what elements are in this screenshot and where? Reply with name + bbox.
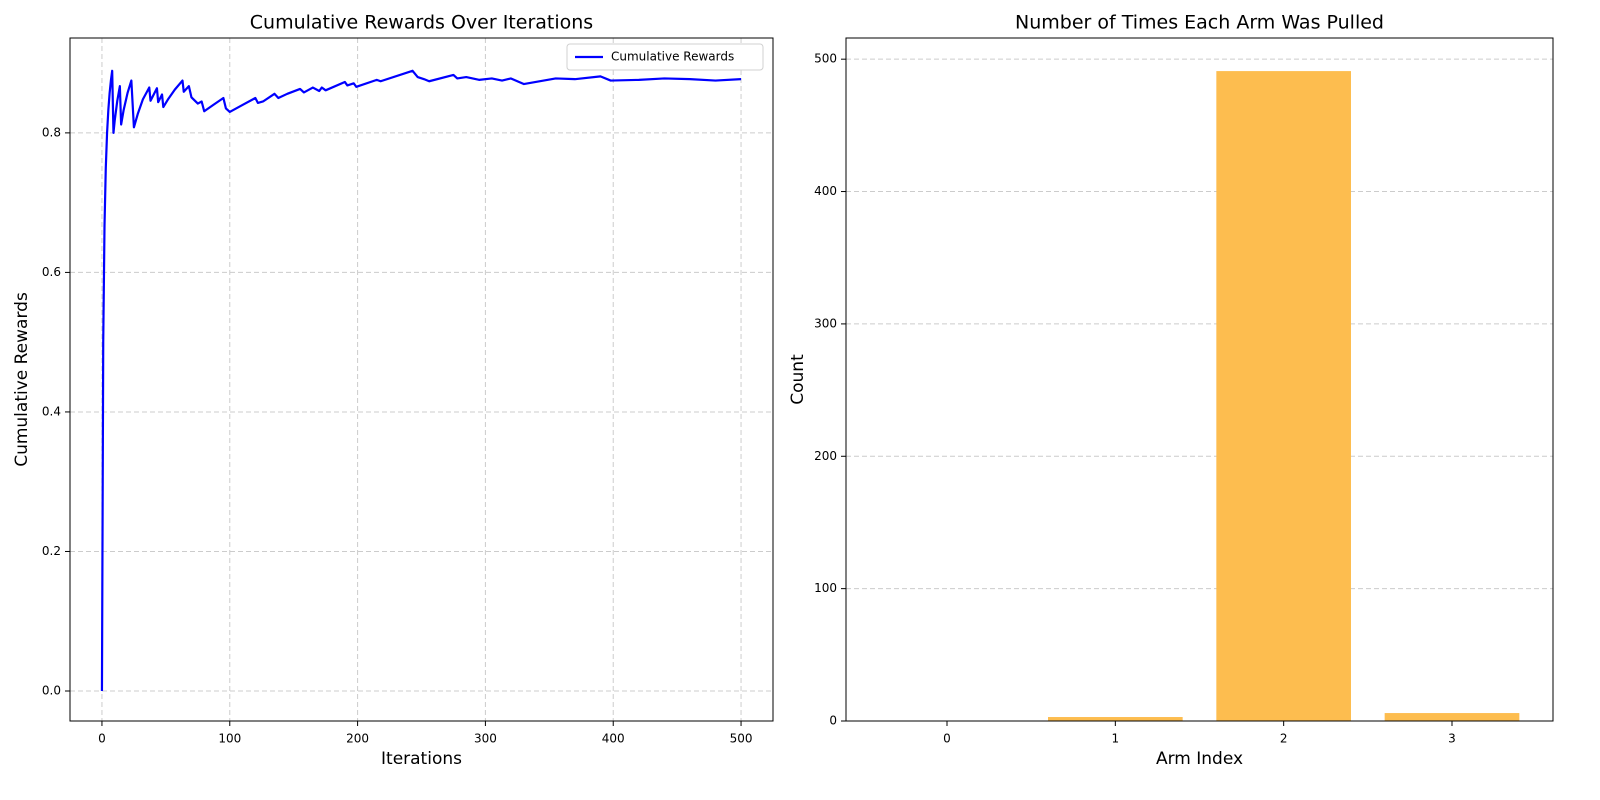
x-tick-label: 500 (730, 732, 753, 746)
y-tick-label: 0.2 (42, 544, 61, 558)
y-tick-label: 200 (814, 449, 837, 463)
bar (1216, 71, 1351, 722)
chart-title: Number of Times Each Arm Was Pulled (1015, 12, 1384, 34)
axes-frame (69, 37, 774, 722)
y-tick-label: 0.0 (42, 684, 61, 698)
x-tick-label: 300 (474, 732, 497, 746)
y-tick-label: 300 (814, 316, 837, 330)
line (100, 69, 742, 692)
y-tick-label: 0.4 (42, 404, 61, 418)
x-tick-label: 100 (218, 732, 241, 746)
x-axis-label: Iterations (381, 749, 462, 769)
x-tick-label: 200 (346, 732, 369, 746)
bar (1048, 717, 1183, 721)
x-tick-label: 1 (1112, 732, 1120, 746)
y-tick-label: 0.6 (42, 265, 61, 279)
axes-frame (845, 37, 1554, 722)
bar (1384, 713, 1520, 721)
x-tick-label: 400 (602, 732, 625, 746)
y-tick-label: 0 (829, 714, 837, 728)
x-tick-label: 2 (1280, 732, 1288, 746)
x-tick-label: 3 (1448, 732, 1456, 746)
x-tick-label: 0 (943, 732, 951, 746)
x-tick-label: 0 (98, 732, 106, 746)
y-tick-label: 500 (814, 52, 837, 66)
legend-label: Cumulative Rewards (611, 50, 734, 64)
legend-frame (566, 43, 764, 71)
y-axis-label: Count (788, 354, 808, 405)
chart-title: Cumulative Rewards Over Iterations (250, 12, 593, 34)
y-tick-label: 0.8 (42, 125, 61, 139)
legend: Cumulative Rewards (566, 43, 764, 71)
y-axis-label: Cumulative Rewards (12, 292, 32, 467)
y-tick-label: 400 (814, 184, 837, 198)
y-tick-label: 100 (814, 581, 837, 595)
x-axis-label: Arm Index (1156, 749, 1243, 769)
